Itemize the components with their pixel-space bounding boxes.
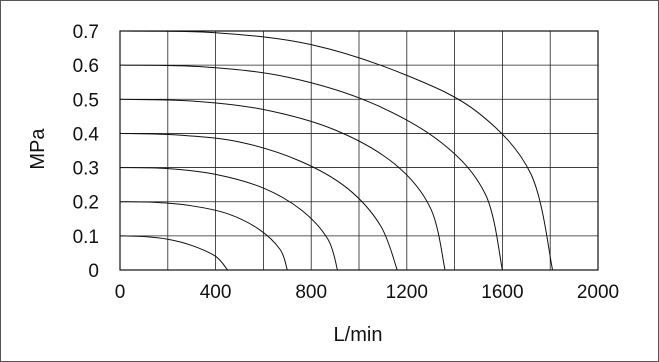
x-tick-label: 2000 <box>577 282 619 303</box>
x-axis-label: L/min <box>334 324 383 346</box>
y-axis-label: MPa <box>27 128 49 170</box>
series-curve-6 <box>119 64 503 271</box>
y-tick-label: 0.7 <box>73 22 99 43</box>
curves <box>119 30 554 271</box>
series-curve-5 <box>119 98 446 271</box>
x-tick-label: 1200 <box>386 282 428 303</box>
y-tick-label: 0.2 <box>73 193 99 214</box>
grid <box>120 31 598 270</box>
x-tick-label: 400 <box>200 282 232 303</box>
y-tick-label: 0.6 <box>73 56 99 77</box>
series-curve-2 <box>119 201 288 271</box>
x-tick-label: 1600 <box>481 282 523 303</box>
y-tick-label: 0.4 <box>73 124 100 145</box>
plot-border <box>119 30 599 271</box>
y-tick-label: 0.1 <box>73 227 99 248</box>
x-tick-label: 800 <box>295 282 327 303</box>
x-tick-label: 0 <box>115 282 126 303</box>
series-curve-3 <box>119 167 338 271</box>
y-tick-label: 0.5 <box>73 90 99 111</box>
series-curve-7 <box>119 30 554 271</box>
series-curve-4 <box>119 132 398 271</box>
y-ticks: 0 0.1 0.2 0.3 0.4 0.5 0.6 0.7 <box>73 22 100 282</box>
y-tick-label: 0 <box>88 261 99 282</box>
x-ticks: 0 400 800 1200 1600 2000 <box>115 282 619 303</box>
y-tick-label: 0.3 <box>73 159 99 180</box>
series-curve-1 <box>119 235 228 271</box>
